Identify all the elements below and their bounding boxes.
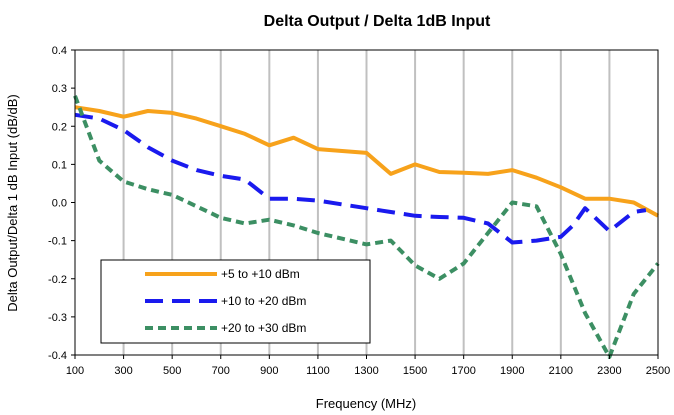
legend-label-3: +20 to +30 dBm (221, 321, 306, 335)
y-tick-label: -0.1 (48, 236, 67, 248)
chart-title: Delta Output / Delta 1dB Input (264, 13, 491, 30)
x-tick-label: 300 (114, 365, 132, 377)
x-tick-label: 2500 (646, 365, 670, 377)
x-axis-label: Frequency (MHz) (316, 396, 416, 411)
x-tick-label: 1100 (306, 365, 330, 377)
y-tick-label: -0.2 (48, 274, 67, 286)
x-tick-label: 1500 (403, 365, 427, 377)
y-tick-label: -0.4 (48, 350, 67, 362)
axes (71, 49, 659, 359)
legend-label-2: +10 to +20 dBm (221, 294, 306, 308)
y-tick-label: 0.3 (52, 83, 67, 95)
legend: +5 to +10 dBm +10 to +20 dBm +20 to +30 dB… (100, 259, 371, 344)
y-tick-labels: -0.4 -0.3 -0.2 -0.1 0.0 0.1 0.2 0.3 0.4 (48, 45, 67, 362)
legend-label-1: +5 to +10 dBm (221, 267, 300, 281)
x-tick-label: 2100 (549, 365, 573, 377)
x-tick-label: 1300 (354, 365, 378, 377)
y-tick-label: 0.0 (52, 198, 67, 210)
x-tick-label: 900 (260, 365, 278, 377)
x-tick-label: 2300 (597, 365, 621, 377)
series-layer (73, 95, 660, 359)
series-line-3 (73, 95, 660, 359)
x-tick-label: 700 (212, 365, 230, 377)
x-tick-label: 1700 (451, 365, 475, 377)
x-tick-label: 1900 (500, 365, 524, 377)
x-tick-labels: 100 300 500 700 900 1100 1300 1500 1700 1900 2100 2… (66, 365, 670, 377)
series-line-2 (74, 112, 647, 245)
y-tick-label: 0.1 (52, 159, 67, 171)
y-tick-label: 0.2 (52, 121, 67, 133)
y-tick-label: 0.4 (52, 45, 67, 57)
y-axis-label: Delta Output/Delta 1 dB Input (dB/dB) (5, 94, 20, 312)
y-tick-label: -0.3 (48, 312, 67, 324)
series-line-1 (74, 105, 659, 218)
x-tick-label: 100 (66, 365, 84, 377)
grid-lines (122, 50, 611, 355)
x-tick-label: 500 (163, 365, 181, 377)
